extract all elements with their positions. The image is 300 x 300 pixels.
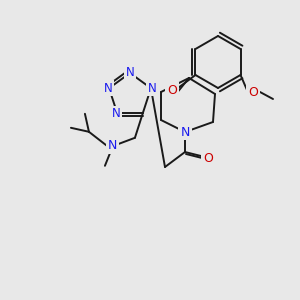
Text: N: N	[148, 82, 156, 95]
Text: N: N	[104, 82, 112, 95]
Text: N: N	[112, 107, 120, 120]
Text: O: O	[248, 85, 258, 98]
Text: N: N	[108, 139, 118, 152]
Text: N: N	[180, 125, 190, 139]
Text: N: N	[126, 65, 134, 79]
Text: O: O	[167, 83, 177, 97]
Text: O: O	[203, 152, 213, 164]
